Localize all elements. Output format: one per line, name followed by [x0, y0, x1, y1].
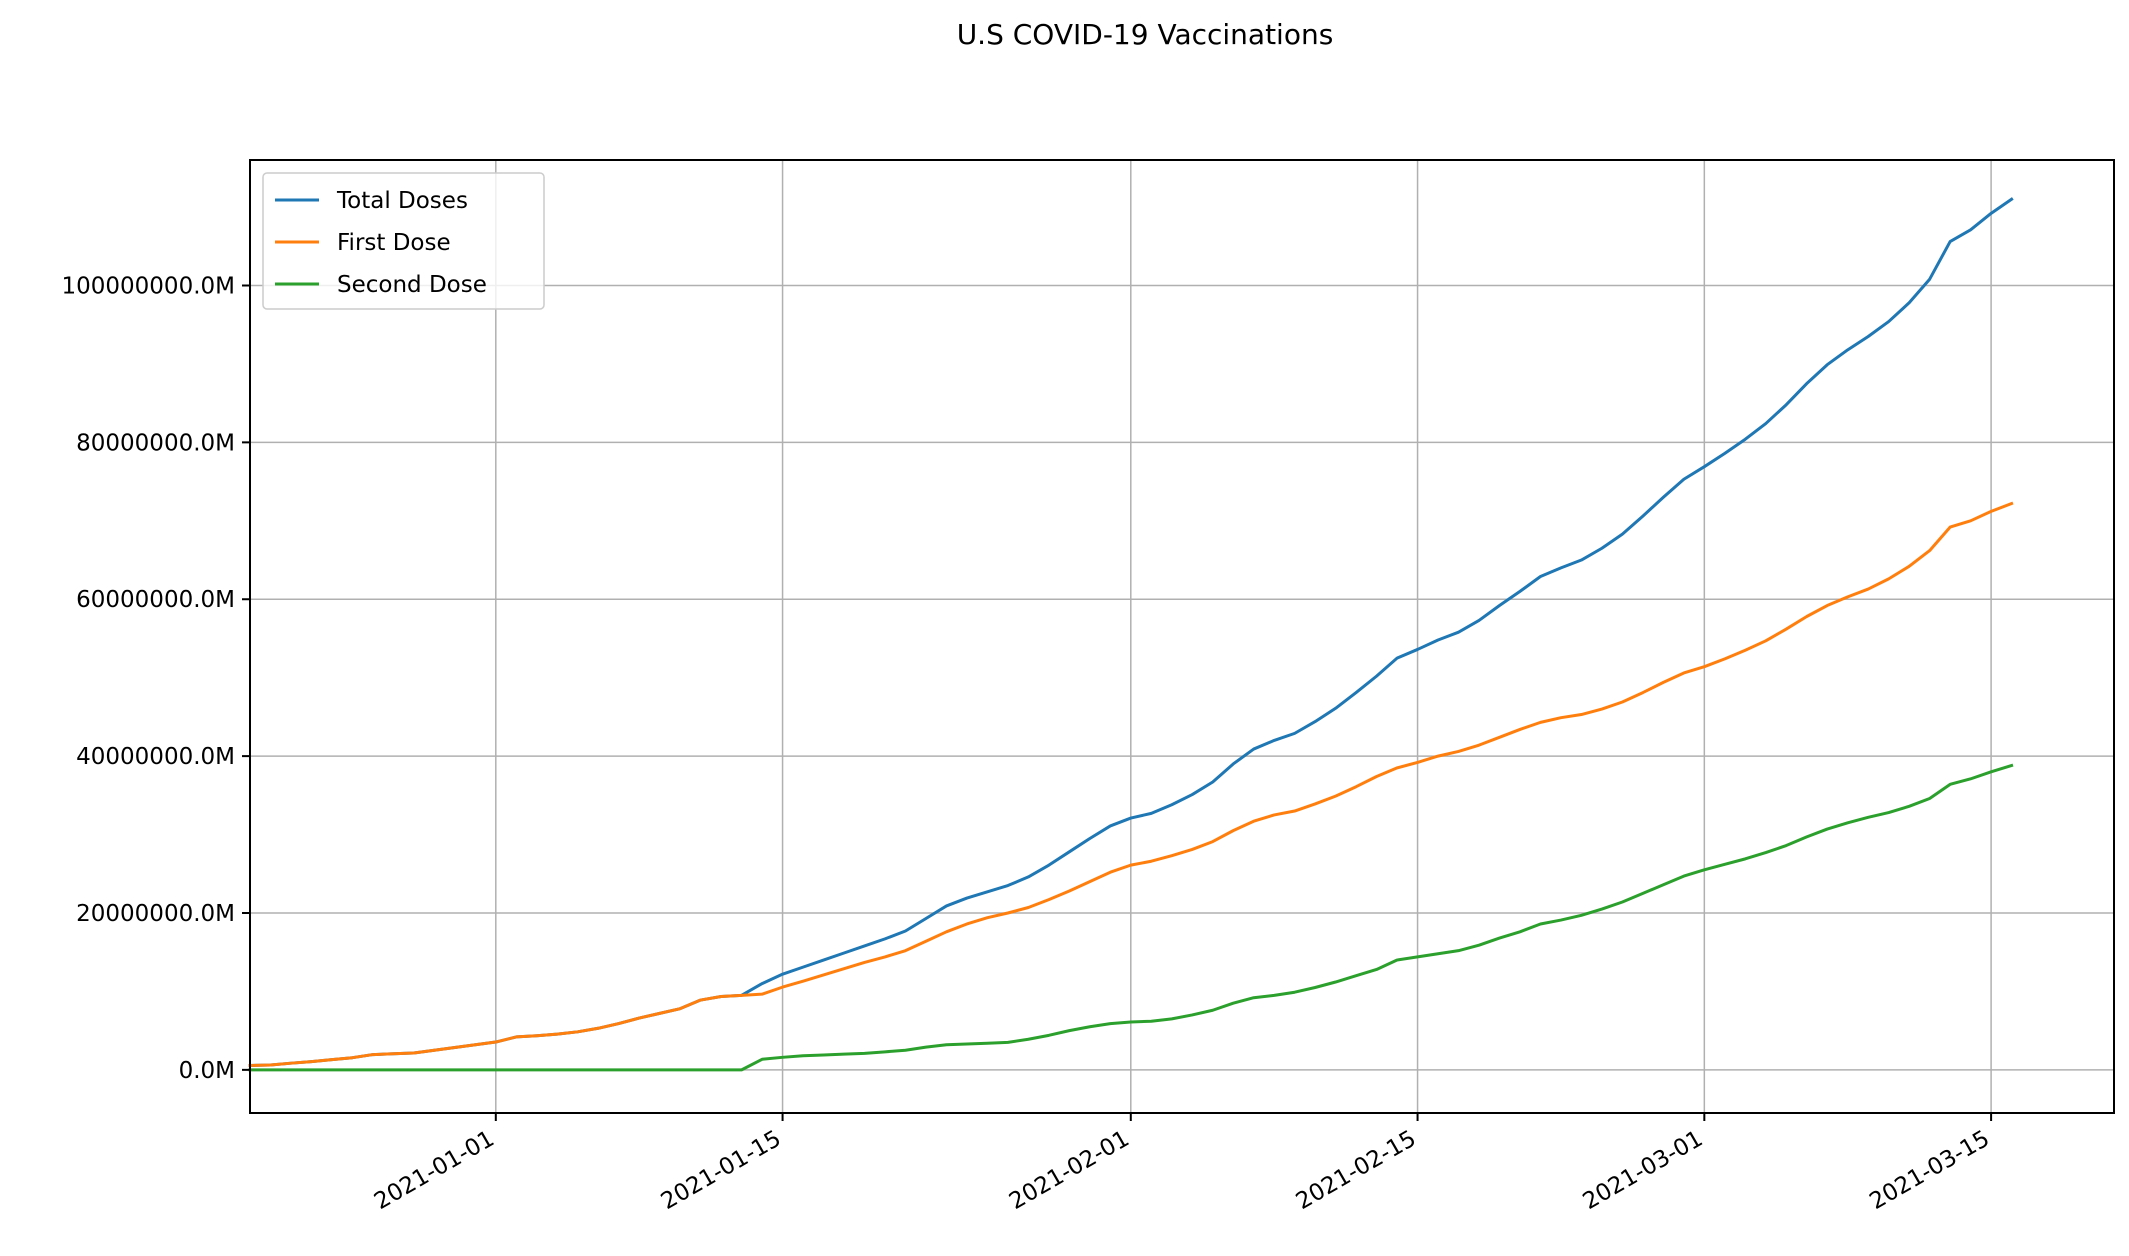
y-tick-label: 40000000.0M: [76, 744, 235, 770]
y-tick-label: 100000000.0M: [62, 273, 236, 299]
grid-layer: [250, 160, 2114, 1113]
legend-frame: [262, 172, 545, 310]
y-tick-label: 0.0M: [179, 1058, 235, 1084]
y-tick-label: 60000000.0M: [76, 587, 235, 613]
series-layer: [248, 197, 2014, 1072]
y-tick-label: 80000000.0M: [76, 430, 235, 456]
y-tick-label: 20000000.0M: [76, 901, 235, 927]
series-line-first-dose: [248, 501, 2014, 1068]
chart-title: U.S COVID-19 Vaccinations: [957, 18, 1334, 51]
legend-label: Total Doses: [336, 188, 468, 214]
plot-area-frame: [249, 159, 2115, 1114]
legend-label: First Dose: [337, 230, 451, 256]
legend-label: Second Dose: [337, 272, 487, 298]
legend: Total Doses First Dose Second Dose: [262, 172, 545, 310]
series-line-second-dose: [248, 763, 2014, 1072]
